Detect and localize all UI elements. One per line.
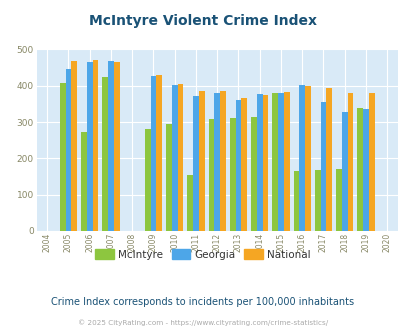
Text: Crime Index corresponds to incidents per 100,000 inhabitants: Crime Index corresponds to incidents per… <box>51 297 354 307</box>
Text: © 2025 CityRating.com - https://www.cityrating.com/crime-statistics/: © 2025 CityRating.com - https://www.city… <box>78 319 327 326</box>
Bar <box>166 124 171 231</box>
Bar <box>235 100 241 231</box>
Bar <box>150 76 156 231</box>
Bar <box>368 93 374 231</box>
Bar <box>193 96 198 231</box>
Bar <box>229 118 235 231</box>
Legend: McIntyre, Georgia, National: McIntyre, Georgia, National <box>91 245 314 264</box>
Bar <box>256 94 262 231</box>
Bar <box>220 91 225 231</box>
Bar <box>187 176 193 231</box>
Bar <box>214 93 220 231</box>
Bar <box>177 84 183 231</box>
Bar <box>298 85 304 231</box>
Bar <box>71 61 77 231</box>
Bar <box>304 86 310 231</box>
Bar <box>241 98 247 231</box>
Bar <box>356 108 362 231</box>
Bar <box>314 170 320 231</box>
Bar <box>198 91 204 231</box>
Bar <box>102 77 108 231</box>
Bar <box>272 93 277 231</box>
Bar <box>113 62 119 231</box>
Bar <box>362 109 368 231</box>
Bar <box>87 62 92 231</box>
Bar <box>208 119 214 231</box>
Bar <box>60 83 65 231</box>
Bar <box>171 85 177 231</box>
Bar <box>108 61 113 231</box>
Bar <box>156 75 162 231</box>
Bar <box>81 132 87 231</box>
Bar <box>65 69 71 231</box>
Bar <box>326 88 331 231</box>
Bar <box>251 117 256 231</box>
Bar <box>283 92 289 231</box>
Text: McIntyre Violent Crime Index: McIntyre Violent Crime Index <box>89 15 316 28</box>
Bar <box>347 93 352 231</box>
Bar <box>262 94 268 231</box>
Bar <box>145 129 150 231</box>
Bar <box>335 169 341 231</box>
Bar <box>341 112 347 231</box>
Bar <box>277 93 283 231</box>
Bar <box>320 102 326 231</box>
Bar <box>293 171 298 231</box>
Bar <box>92 60 98 231</box>
